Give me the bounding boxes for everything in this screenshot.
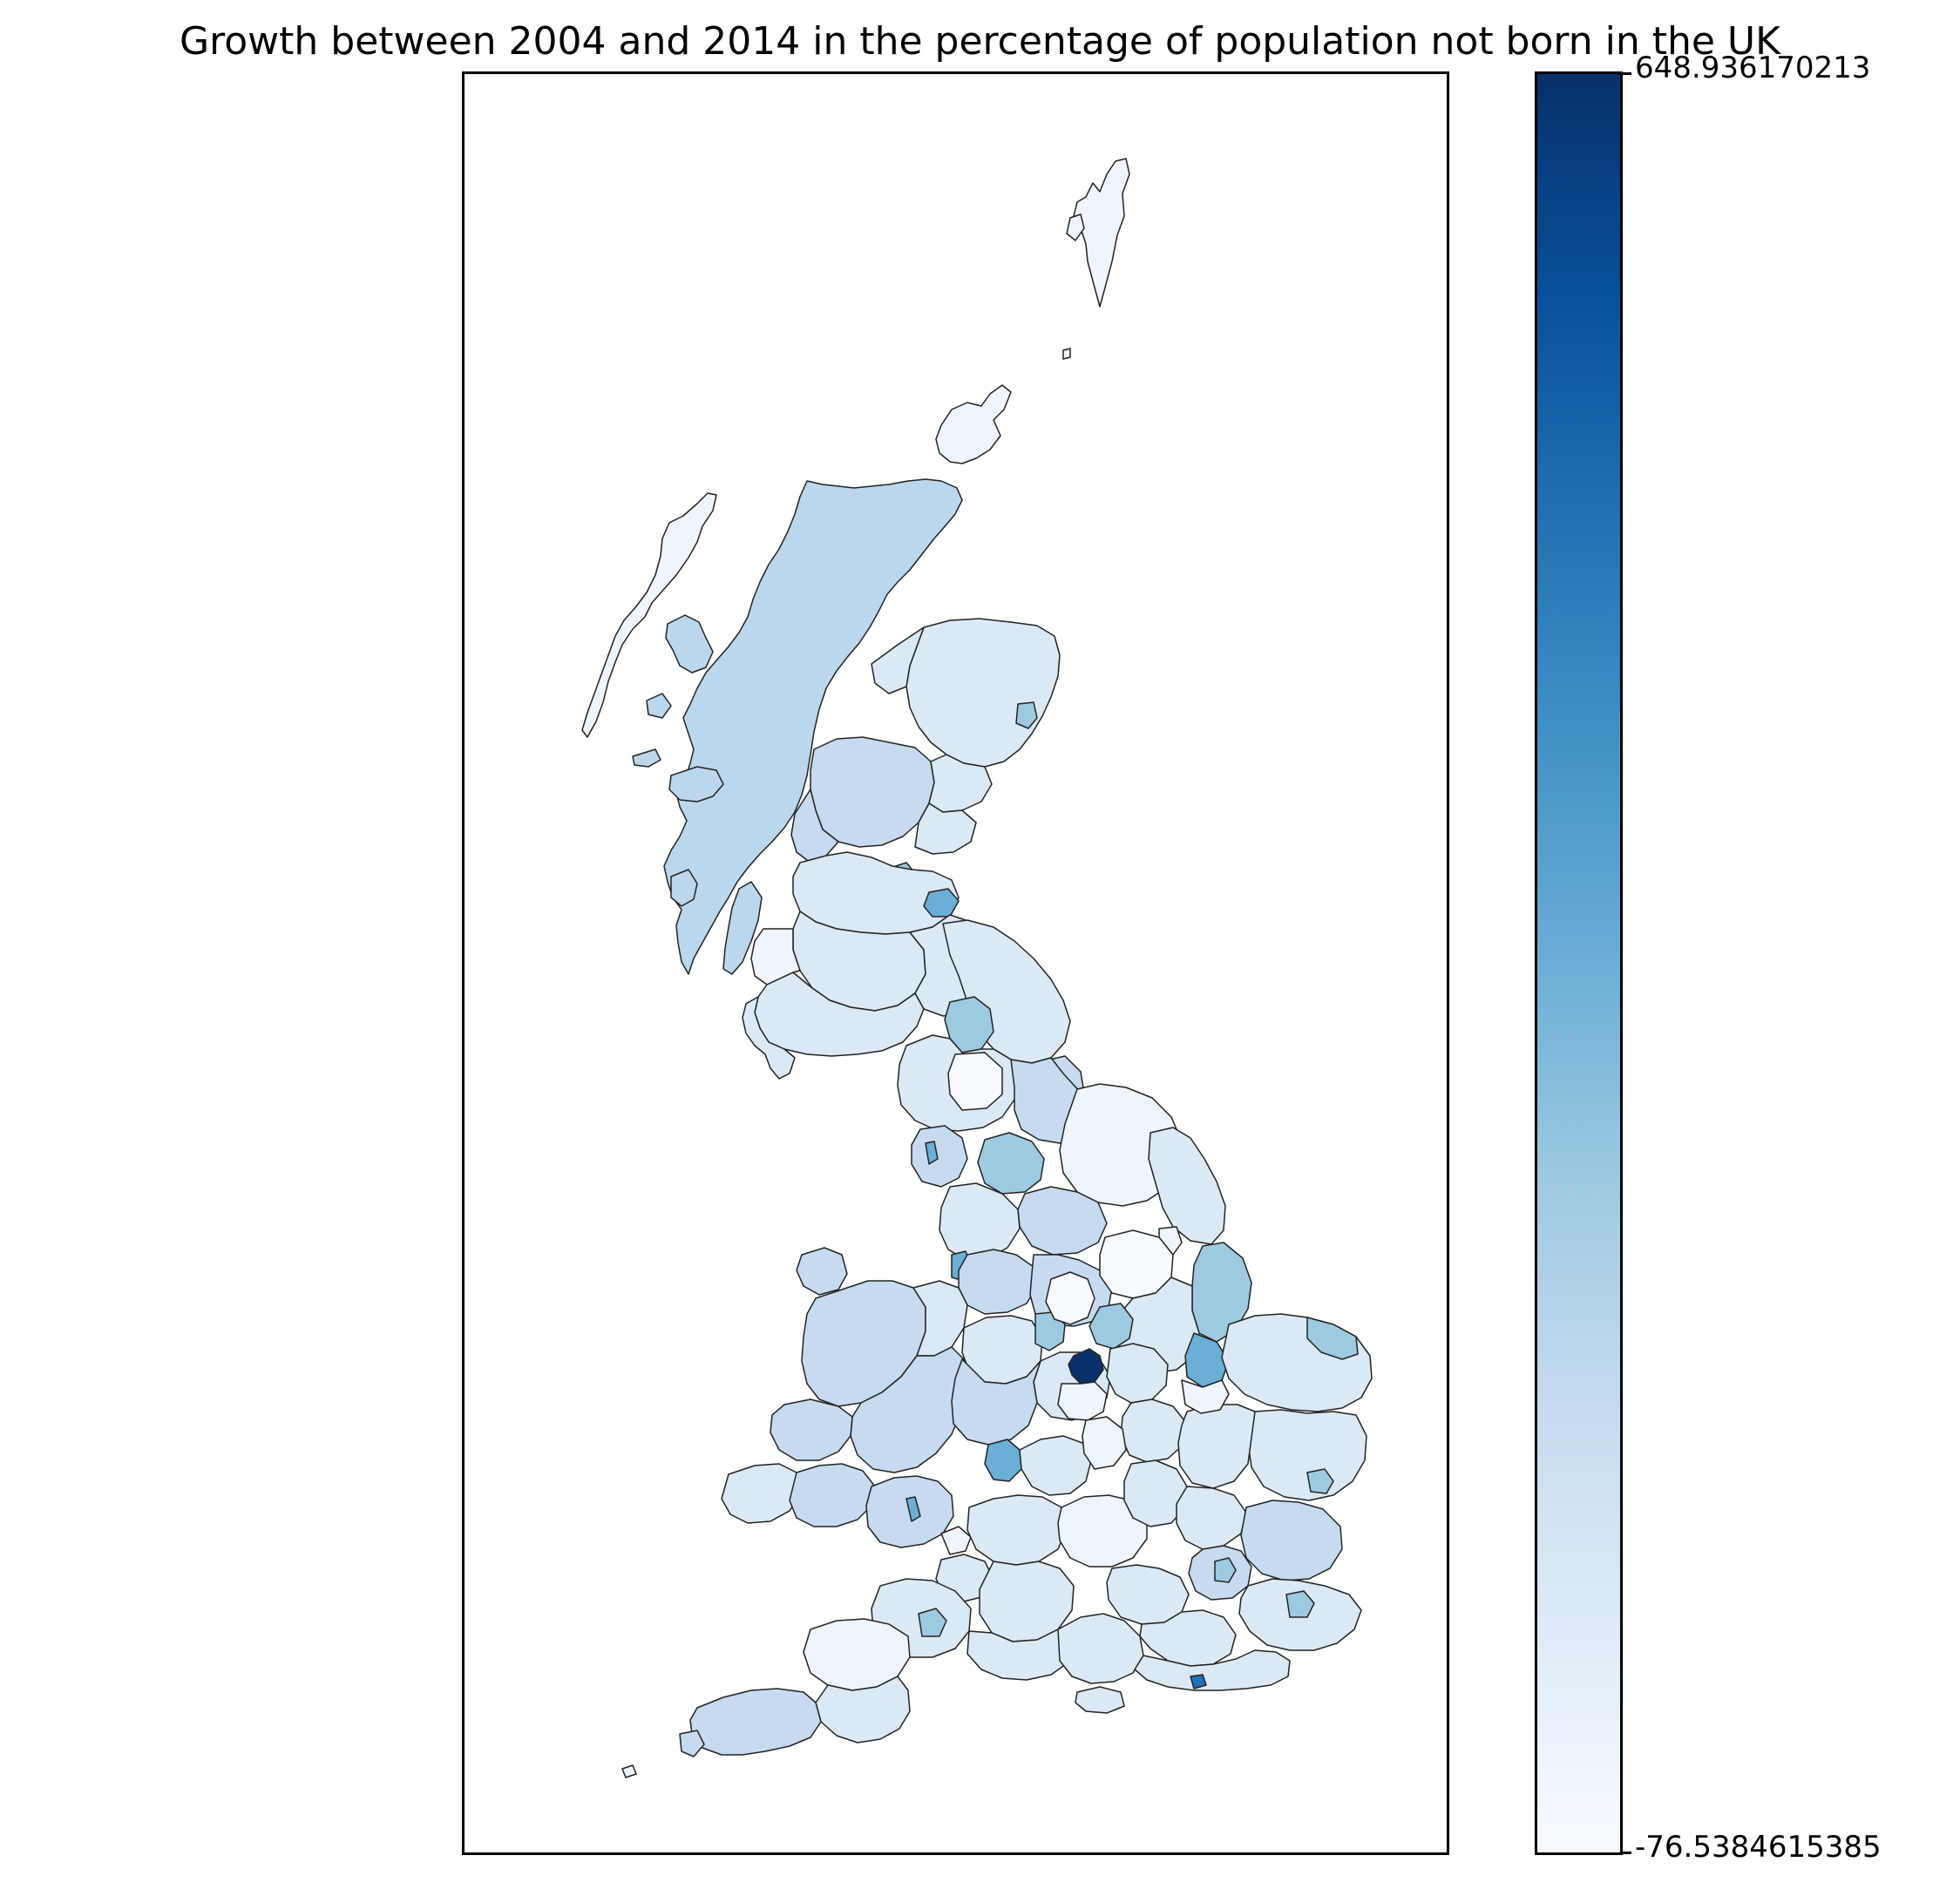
colorbar bbox=[1535, 71, 1623, 1855]
region-northampton bbox=[1120, 1398, 1188, 1463]
region-derbyshire bbox=[1045, 1271, 1095, 1325]
chart-title: Growth between 2004 and 2014 in the perc… bbox=[180, 19, 1780, 64]
region-warwickshire bbox=[1082, 1416, 1127, 1470]
region-cambridgeshire bbox=[1177, 1404, 1256, 1489]
region-aberdeen-city bbox=[1015, 701, 1038, 729]
region-lake-district bbox=[911, 1125, 968, 1188]
region-angus bbox=[928, 754, 993, 813]
region-buckinghamshire bbox=[1123, 1459, 1188, 1527]
region-coll-tiree bbox=[632, 748, 661, 768]
region-east-riding bbox=[1148, 1127, 1226, 1245]
region-shetland-west bbox=[1066, 213, 1085, 241]
region-ayrshire bbox=[750, 928, 801, 985]
region-taunton bbox=[918, 1608, 947, 1637]
region-west-midlands bbox=[1057, 1381, 1108, 1421]
region-cardiff bbox=[940, 1526, 972, 1555]
region-sussex bbox=[1134, 1649, 1291, 1691]
region-norfolk bbox=[1221, 1313, 1373, 1412]
region-suffolk bbox=[1247, 1409, 1367, 1501]
uk-map bbox=[581, 158, 1373, 1778]
region-orkney bbox=[935, 384, 1012, 464]
colorbar-max-tick bbox=[1623, 72, 1631, 75]
region-herefordshire bbox=[984, 1439, 1022, 1482]
region-kintyre bbox=[722, 881, 763, 975]
region-surrey bbox=[1139, 1609, 1237, 1667]
region-galloway-peninsula bbox=[742, 996, 796, 1080]
colorbar-gradient bbox=[1537, 74, 1620, 1852]
region-islay bbox=[670, 869, 698, 907]
region-fife bbox=[914, 802, 977, 855]
region-norwich bbox=[1306, 1317, 1359, 1360]
region-peterborough bbox=[1181, 1379, 1230, 1414]
region-craven bbox=[977, 1132, 1045, 1195]
region-moray bbox=[871, 626, 925, 694]
region-barrow bbox=[925, 1141, 939, 1165]
region-skye bbox=[665, 614, 714, 674]
region-rum bbox=[646, 693, 672, 719]
region-nottingham bbox=[1089, 1303, 1134, 1350]
region-aberdeenshire bbox=[905, 618, 1061, 768]
region-lancashire bbox=[939, 1182, 1021, 1261]
region-north-yorkshire bbox=[1059, 1083, 1183, 1207]
region-medway bbox=[1285, 1590, 1315, 1618]
region-pembrokeshire bbox=[721, 1463, 801, 1524]
region-eden bbox=[947, 1052, 1003, 1111]
colorbar-max-label: 648.936170213 bbox=[1635, 51, 1871, 85]
region-fair-isle bbox=[1062, 348, 1071, 360]
region-highland bbox=[663, 478, 963, 975]
region-swansea bbox=[905, 1496, 921, 1522]
region-oxfordshire bbox=[1057, 1494, 1148, 1568]
region-anglesey bbox=[796, 1247, 848, 1296]
region-cornwall bbox=[689, 1688, 822, 1756]
colorbar-min-label: -76.5384615385 bbox=[1635, 1830, 1882, 1865]
region-mull bbox=[668, 766, 724, 802]
region-brighton bbox=[1190, 1674, 1207, 1689]
colorbar-min-tick bbox=[1623, 1852, 1631, 1854]
region-essex bbox=[1240, 1500, 1343, 1581]
region-manchester bbox=[958, 1249, 1038, 1315]
region-isle-of-wight bbox=[1075, 1686, 1125, 1714]
region-ipswich bbox=[1306, 1468, 1334, 1494]
region-scilly bbox=[621, 1764, 637, 1778]
region-ceredigion bbox=[770, 1398, 853, 1461]
region-shetland bbox=[1073, 158, 1130, 308]
region-hampshire bbox=[1057, 1613, 1144, 1684]
region-leicester bbox=[1106, 1343, 1169, 1404]
region-cornwall-tip bbox=[679, 1730, 705, 1757]
region-perth-kinross bbox=[810, 736, 935, 848]
region-carmarthen bbox=[789, 1463, 876, 1527]
region-outer-hebrides bbox=[581, 492, 717, 738]
region-worcestershire bbox=[1019, 1435, 1092, 1496]
region-gloucestershire bbox=[966, 1494, 1068, 1566]
map-panel bbox=[462, 71, 1449, 1855]
region-london-borough bbox=[1214, 1557, 1237, 1583]
region-shropshire bbox=[951, 1358, 1041, 1446]
region-hertfordshire bbox=[1176, 1486, 1247, 1550]
